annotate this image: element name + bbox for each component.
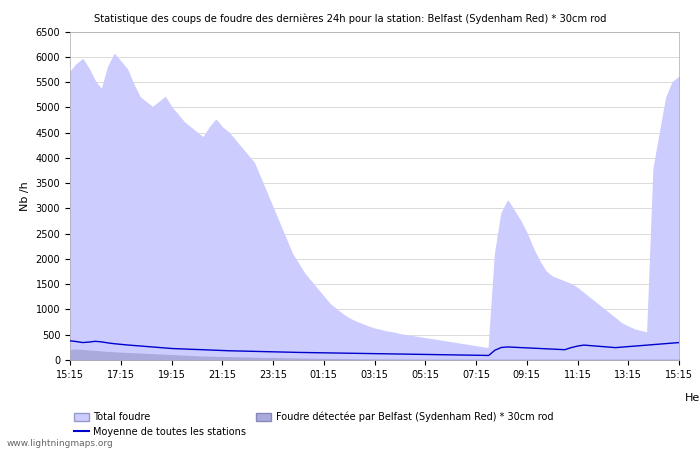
Y-axis label: Nb /h: Nb /h [20,181,30,211]
Legend: Total foudre, Moyenne de toutes les stations, Foudre détectée par Belfast (Syden: Total foudre, Moyenne de toutes les stat… [70,408,557,441]
Text: Statistique des coups de foudre des dernières 24h pour la station: Belfast (Syde: Statistique des coups de foudre des dern… [94,14,606,24]
Text: Heure: Heure [685,393,700,403]
Text: www.lightningmaps.org: www.lightningmaps.org [7,439,113,448]
